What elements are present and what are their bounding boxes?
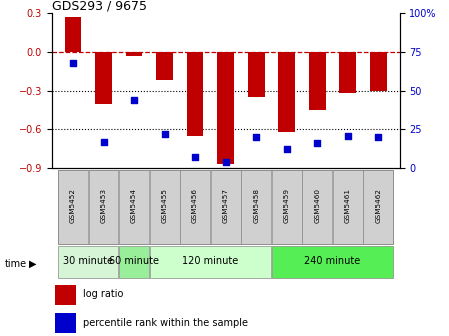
FancyBboxPatch shape [88, 170, 119, 244]
Bar [339, 52, 356, 93]
FancyBboxPatch shape [211, 170, 241, 244]
Bar [126, 52, 142, 56]
FancyBboxPatch shape [272, 170, 302, 244]
Bar [65, 17, 81, 52]
Text: GSM5453: GSM5453 [101, 187, 106, 222]
Point [131, 97, 138, 103]
FancyBboxPatch shape [58, 246, 119, 278]
Text: GSM5461: GSM5461 [345, 187, 351, 222]
Bar [278, 52, 295, 132]
Point [161, 131, 168, 137]
Point [252, 134, 260, 140]
Point [283, 147, 290, 152]
Text: GSM5454: GSM5454 [131, 187, 137, 222]
Bar [309, 52, 326, 110]
FancyBboxPatch shape [150, 170, 180, 244]
FancyBboxPatch shape [363, 170, 393, 244]
Bar [55, 313, 76, 333]
Text: GSM5460: GSM5460 [314, 187, 320, 222]
Point [313, 140, 321, 146]
Text: GSM5459: GSM5459 [284, 187, 290, 222]
FancyBboxPatch shape [241, 170, 271, 244]
Text: GSM5458: GSM5458 [253, 187, 259, 222]
FancyBboxPatch shape [150, 246, 271, 278]
FancyBboxPatch shape [119, 170, 149, 244]
FancyBboxPatch shape [58, 170, 88, 244]
Bar [217, 52, 234, 164]
FancyBboxPatch shape [180, 170, 210, 244]
Bar [156, 52, 173, 80]
Point [192, 155, 199, 160]
Bar [95, 52, 112, 103]
Point [344, 133, 351, 138]
Bar [248, 52, 264, 97]
Text: GSM5455: GSM5455 [162, 187, 167, 222]
Text: percentile rank within the sample: percentile rank within the sample [83, 318, 248, 328]
FancyBboxPatch shape [272, 246, 393, 278]
Text: 240 minute: 240 minute [304, 256, 361, 266]
Text: GSM5456: GSM5456 [192, 187, 198, 222]
Bar [187, 52, 203, 136]
Point [70, 60, 77, 66]
Text: 30 minute: 30 minute [63, 256, 113, 266]
FancyBboxPatch shape [333, 170, 363, 244]
Bar [55, 285, 76, 304]
Point [100, 139, 107, 144]
Text: 60 minute: 60 minute [109, 256, 159, 266]
Text: GSM5452: GSM5452 [70, 187, 76, 222]
Point [374, 134, 382, 140]
Text: log ratio: log ratio [83, 289, 123, 299]
Text: time: time [4, 259, 26, 269]
Point [222, 159, 229, 165]
FancyBboxPatch shape [302, 170, 332, 244]
Text: 120 minute: 120 minute [182, 256, 238, 266]
Text: GDS293 / 9675: GDS293 / 9675 [52, 0, 147, 12]
Text: GSM5462: GSM5462 [375, 187, 381, 222]
Text: ▶: ▶ [29, 259, 37, 269]
Text: GSM5457: GSM5457 [223, 187, 229, 222]
Bar [370, 52, 387, 91]
FancyBboxPatch shape [119, 246, 149, 278]
